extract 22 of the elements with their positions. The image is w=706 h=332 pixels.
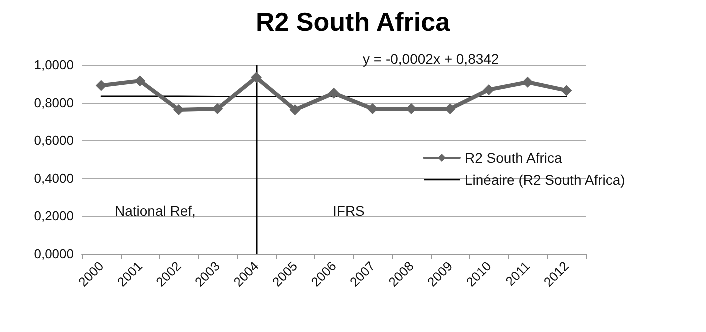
annotation: IFRS (333, 203, 365, 219)
point (134, 76, 146, 87)
point (250, 72, 262, 84)
point (522, 76, 534, 88)
legend-label: Linéaire (R2 South Africa) (465, 172, 626, 188)
y-tick-label: 0,6000 (34, 133, 74, 148)
y-tick-label: 0,0000 (34, 246, 74, 262)
y-tick-label: 1,0000 (34, 58, 74, 72)
chart-title: R2 South Africa (256, 7, 451, 37)
point (290, 104, 301, 116)
y-tick-label: 0,4000 (34, 170, 74, 186)
point (96, 80, 107, 92)
legend-label: R2 South Africa (465, 150, 562, 166)
point (484, 84, 495, 96)
annotation: y = -0,0002x + 0,8342 (363, 51, 500, 67)
point (173, 104, 184, 116)
y-tick-label: 0,2000 (34, 208, 74, 224)
annotation: National Ref, (115, 203, 196, 219)
point (212, 104, 224, 115)
point (561, 85, 572, 96)
y-tick-label: 0,8000 (34, 95, 74, 110)
point (328, 88, 340, 99)
